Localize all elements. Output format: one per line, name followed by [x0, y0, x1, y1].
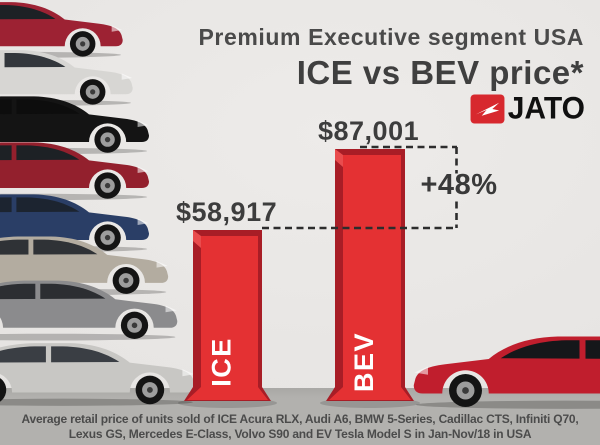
car-volvo-s90: [0, 343, 195, 406]
bar-label-bev: BEV: [349, 332, 379, 392]
chart-title: ICE vs BEV price*: [296, 54, 584, 91]
jato-plane-icon: [470, 93, 505, 125]
bar-bev: BEV: [320, 149, 420, 408]
bar-ice: ICE: [178, 230, 277, 408]
car-acura-rlx: [0, 2, 123, 59]
chart-header: Premium Executive segment USA ICE vs BEV…: [198, 24, 584, 92]
bar-label-ice: ICE: [207, 337, 237, 387]
floor: [0, 388, 600, 445]
footnote-line-1: Average retail price of units sold of IC…: [21, 412, 579, 426]
footnote-line-2: Lexus GS, Mercedes E-Class, Volvo S90 an…: [68, 427, 532, 441]
car-mercedes-e-class: [0, 280, 178, 341]
jato-logo: JATO: [470, 91, 585, 126]
jato-logo-text: JATO: [507, 91, 585, 126]
car-tesla-model-s: [413, 336, 600, 409]
bev-price-label: $87,001: [318, 116, 420, 146]
chart-subtitle: Premium Executive segment USA: [198, 24, 584, 50]
price-delta-label: +48%: [420, 168, 498, 201]
footnote: Average retail price of units sold of IC…: [0, 412, 600, 442]
ice-price-label: $58,917: [176, 197, 278, 227]
